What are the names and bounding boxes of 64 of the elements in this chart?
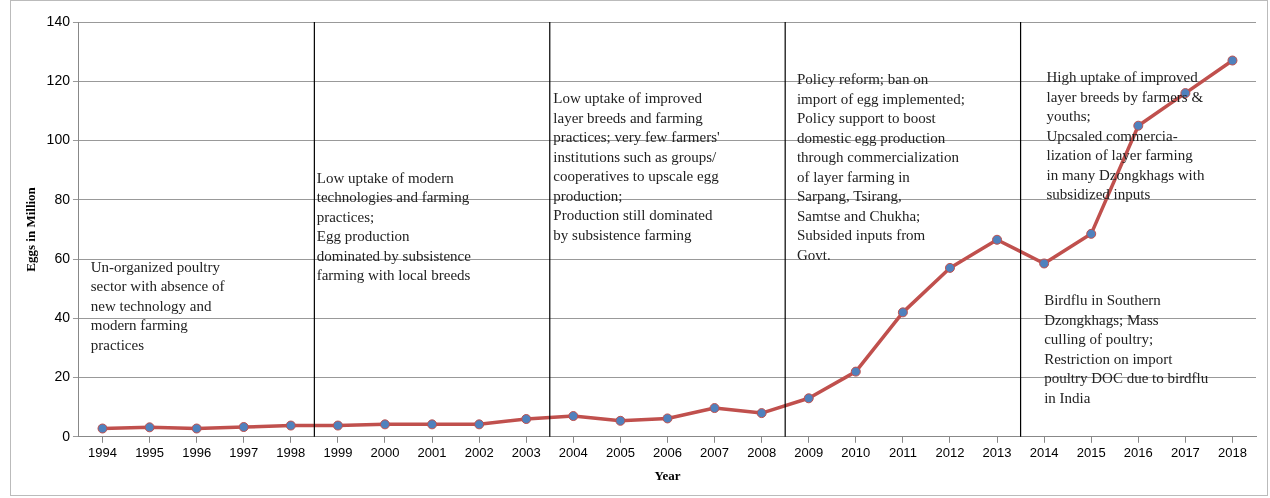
text: Policy reform; ban on import of egg implemented; Policy support to boost domestic egg production through commercialization of layer farming in Sarpang, Tsirang, Samtse and Chukha; Subsided inputs from Govt.: [796, 71, 965, 263]
y-tick-label: 60: [54, 249, 71, 266]
x-tick-label: 1994: [88, 445, 117, 461]
x-tick-label: 2004: [558, 445, 588, 461]
x-tick-label: 1999: [323, 445, 353, 461]
annotation: Low uptake of improved layer breeds and farming practices; very few farmers' institutions such as groups/ cooperatives to upscale egg production; Production still dominated by subsistence farming: [553, 90, 720, 243]
x-tick-label: 2013: [982, 445, 1012, 461]
x-tick-label: 2000: [370, 445, 400, 461]
point: [944, 262, 955, 273]
point: [1086, 228, 1097, 239]
point: [191, 423, 202, 434]
point: [803, 393, 814, 404]
x-tick-label: 2007: [700, 445, 730, 461]
x-tick-label: 1995: [135, 445, 165, 461]
y-tick-label: 100: [46, 131, 71, 148]
x-tick-label: 2009: [794, 445, 824, 461]
x-tick-label: 2016: [1123, 445, 1153, 461]
y-tick-label: 140: [46, 12, 71, 29]
x-tick-label: 2014: [1029, 445, 1059, 461]
point: [1227, 55, 1238, 66]
y-axis-title: Eggs in Million: [23, 186, 39, 272]
point: [992, 234, 1003, 245]
x-tick-label: 1998: [276, 445, 306, 461]
annotation: Un-organized poultry sector with absence of new technology and modern farming practices: [90, 258, 225, 353]
annotation: Low uptake of modern technologies and farming practices; Egg production dominated by subsistence farming with local breeds: [316, 169, 472, 284]
y-tick-label: 0: [62, 427, 71, 444]
point: [709, 403, 720, 414]
y-tick-label: 40: [54, 309, 71, 326]
x-axis-title: Year: [654, 467, 681, 483]
x-tick-label: 2003: [511, 445, 541, 461]
point: [285, 420, 296, 431]
x-tick-label: 2011: [888, 445, 917, 461]
annotation: Birdflu in Southern Dzongkhags; Mass culling of poultry; Restriction on import poultry DOC due to birdflu in India: [1044, 292, 1209, 406]
y-tick-label: 80: [54, 190, 71, 207]
point: [379, 419, 390, 430]
y-tick-label: 120: [46, 72, 71, 89]
x-tick-label: 2001: [417, 445, 447, 461]
point: [332, 420, 343, 431]
y-tick-label: 20: [54, 368, 71, 385]
point: [1133, 120, 1144, 131]
point: [1039, 258, 1050, 269]
point: [897, 307, 908, 318]
point: [521, 414, 532, 425]
x-tick-label: 2018: [1218, 445, 1247, 461]
x-tick-label: 2006: [653, 445, 682, 461]
x-tick-label: 2010: [841, 445, 871, 461]
x-tick-label: 1996: [182, 445, 212, 461]
x-tick-label: 2017: [1170, 445, 1200, 461]
point: [238, 422, 249, 433]
x-tick-label: 2005: [605, 445, 635, 461]
point: [97, 423, 108, 434]
x-tick-label: 2012: [935, 445, 965, 461]
x-tick-label: 2002: [464, 445, 494, 461]
x-tick-label: 2008: [747, 445, 777, 461]
point: [427, 419, 438, 430]
x-tick-label: 1997: [229, 445, 259, 461]
point: [662, 413, 673, 424]
point: [474, 419, 485, 430]
point: [144, 422, 155, 433]
point: [756, 408, 767, 419]
point: [850, 366, 861, 377]
point: [568, 411, 579, 422]
x-tick-label: 2015: [1076, 445, 1106, 461]
point: [615, 415, 626, 426]
